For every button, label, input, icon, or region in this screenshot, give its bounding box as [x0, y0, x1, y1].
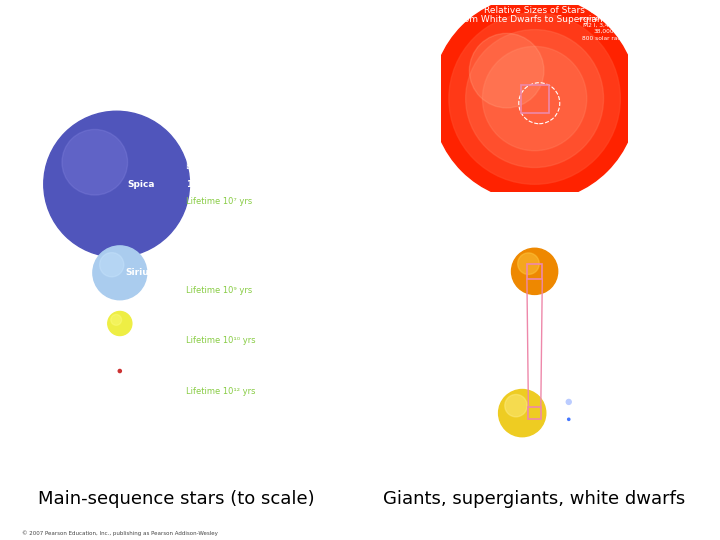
Text: © 2007 Pearson Education, Inc., publishing as Pearson Addison-Wesley: © 2007 Pearson Education, Inc., publishi…	[22, 530, 217, 536]
Text: 2M☉: 2M☉	[186, 268, 210, 278]
Text: Sun
main sequence star
G2 v, 5,800 K,
1M☉,
1 solar radius: Sun main sequence star G2 v, 5,800 K, 1M…	[496, 450, 549, 482]
Text: G2 V: G2 V	[186, 301, 207, 310]
Circle shape	[505, 394, 527, 417]
Text: Procyon B
white dwarf
0.01 solar radii: Procyon B white dwarf 0.01 solar radii	[577, 392, 618, 410]
Circle shape	[118, 369, 122, 373]
Circle shape	[518, 253, 539, 274]
Bar	[521, 85, 549, 112]
Circle shape	[567, 418, 570, 421]
Circle shape	[482, 46, 587, 151]
Text: from White Dwarfs to Supergiants: from White Dwarfs to Supergiants	[457, 15, 611, 24]
Text: Lifetime 10¹² yrs: Lifetime 10¹² yrs	[186, 387, 256, 396]
Text: 0.12M☉: 0.12M☉	[186, 367, 225, 375]
Text: Betelgeuse
example B star
M2 I, 3,400 K,
38,000L☉,
800 solar radii: Betelgeuse example B star M2 I, 3,400 K,…	[580, 9, 624, 40]
Text: Relative Sizes of Stars: Relative Sizes of Stars	[484, 6, 585, 16]
Text: Lifetime 10⁹ yrs: Lifetime 10⁹ yrs	[186, 286, 253, 295]
Text: M5.5 V: M5.5 V	[186, 346, 215, 355]
Circle shape	[111, 314, 122, 325]
Circle shape	[466, 30, 603, 167]
Text: Aldebaran
giant star
K5 III, 4,500 K,
3500L☉,
30 solar radii: Aldebaran giant star K5 III, 4,500 K, 35…	[565, 198, 608, 229]
Text: Giants, supergiants, white dwarfs: Giants, supergiants, white dwarfs	[383, 490, 685, 509]
Text: A1 V: A1 V	[186, 251, 206, 260]
Circle shape	[99, 253, 124, 277]
Text: 1M☉: 1M☉	[186, 319, 210, 328]
Circle shape	[498, 389, 546, 437]
Text: Lifetime 10¹⁰ yrs: Lifetime 10¹⁰ yrs	[186, 336, 256, 346]
Circle shape	[566, 400, 571, 404]
Text: Earth
for comparison: Earth for comparison	[577, 414, 618, 425]
Text: Main-sequence stars (to scale): Main-sequence stars (to scale)	[38, 490, 315, 509]
Bar	[527, 264, 542, 279]
Text: Spica: Spica	[127, 180, 155, 188]
Text: B1 V: B1 V	[186, 162, 206, 171]
Circle shape	[108, 312, 132, 335]
Text: Sun: Sun	[135, 319, 155, 328]
Circle shape	[449, 13, 621, 184]
Circle shape	[62, 130, 127, 195]
Circle shape	[93, 246, 147, 300]
Text: 11M☉: 11M☉	[186, 180, 216, 188]
Circle shape	[44, 111, 189, 257]
Text: Proxima
Centauri: Proxima Centauri	[111, 361, 155, 381]
Circle shape	[432, 0, 637, 201]
Circle shape	[469, 33, 544, 108]
Circle shape	[511, 248, 558, 294]
Text: Lifetime 10⁷ yrs: Lifetime 10⁷ yrs	[186, 197, 253, 206]
Text: Sirius: Sirius	[125, 268, 155, 278]
Bar	[528, 407, 541, 419]
